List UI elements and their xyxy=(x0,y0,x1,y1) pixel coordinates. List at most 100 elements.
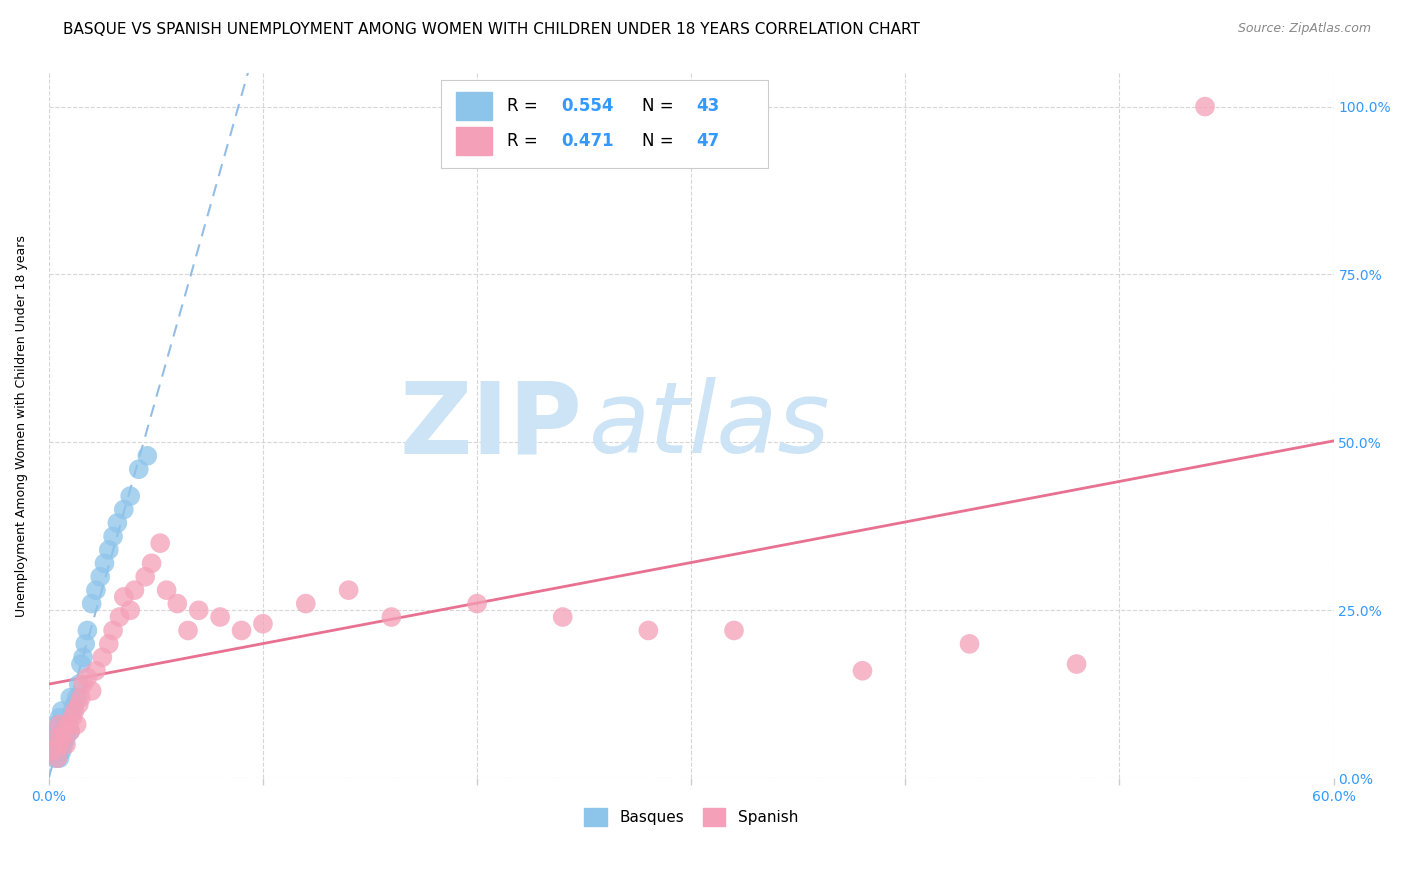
Point xyxy=(44,738,66,752)
Text: R =: R = xyxy=(508,132,544,151)
Point xyxy=(44,724,66,739)
Point xyxy=(60,711,83,725)
Point xyxy=(63,698,86,712)
Point xyxy=(723,624,745,638)
Point xyxy=(141,556,163,570)
Text: N =: N = xyxy=(643,97,679,115)
Point xyxy=(46,731,69,745)
Point xyxy=(93,556,115,570)
Point xyxy=(112,502,135,516)
Point xyxy=(67,677,90,691)
Point xyxy=(52,738,75,752)
Point xyxy=(51,704,73,718)
Point xyxy=(52,724,75,739)
Point xyxy=(72,650,94,665)
Point xyxy=(70,690,93,705)
Point xyxy=(70,657,93,671)
Bar xyxy=(456,92,492,120)
Point xyxy=(48,717,70,731)
Point xyxy=(84,664,107,678)
Point xyxy=(959,637,981,651)
Y-axis label: Unemployment Among Women with Children Under 18 years: Unemployment Among Women with Children U… xyxy=(15,235,28,616)
Point xyxy=(1066,657,1088,671)
Point xyxy=(76,624,98,638)
Point xyxy=(42,731,65,745)
Point xyxy=(124,583,146,598)
Point xyxy=(120,489,142,503)
Point xyxy=(84,583,107,598)
Text: Source: ZipAtlas.com: Source: ZipAtlas.com xyxy=(1237,22,1371,36)
Point xyxy=(46,751,69,765)
Text: N =: N = xyxy=(643,132,679,151)
Point xyxy=(48,731,70,745)
Text: R =: R = xyxy=(508,97,544,115)
Point xyxy=(48,711,70,725)
Point xyxy=(252,616,274,631)
FancyBboxPatch shape xyxy=(440,80,768,169)
Point xyxy=(851,664,873,678)
Point xyxy=(42,744,65,758)
Point xyxy=(120,603,142,617)
Point xyxy=(105,516,128,530)
Point xyxy=(136,449,159,463)
Point xyxy=(51,738,73,752)
Point xyxy=(89,570,111,584)
Point xyxy=(46,751,69,765)
Point xyxy=(380,610,402,624)
Point xyxy=(155,583,177,598)
Point xyxy=(231,624,253,638)
Point xyxy=(55,738,77,752)
Point xyxy=(101,529,124,543)
Point xyxy=(97,637,120,651)
Point xyxy=(112,590,135,604)
Point xyxy=(48,738,70,752)
Point xyxy=(66,690,89,705)
Point xyxy=(108,610,131,624)
Point xyxy=(48,744,70,758)
Point xyxy=(44,731,66,745)
Point xyxy=(46,744,69,758)
Point xyxy=(66,717,89,731)
Point xyxy=(75,637,97,651)
Point xyxy=(177,624,200,638)
Point xyxy=(46,717,69,731)
Point xyxy=(51,724,73,739)
Point xyxy=(80,684,103,698)
Text: BASQUE VS SPANISH UNEMPLOYMENT AMONG WOMEN WITH CHILDREN UNDER 18 YEARS CORRELAT: BASQUE VS SPANISH UNEMPLOYMENT AMONG WOM… xyxy=(63,22,920,37)
Point xyxy=(149,536,172,550)
Bar xyxy=(456,128,492,155)
Point xyxy=(76,671,98,685)
Legend: Basques, Spanish: Basques, Spanish xyxy=(576,800,806,834)
Point xyxy=(48,751,70,765)
Point xyxy=(60,704,83,718)
Point xyxy=(55,717,77,731)
Text: 0.471: 0.471 xyxy=(561,132,614,151)
Point xyxy=(56,717,79,731)
Point xyxy=(551,610,574,624)
Point xyxy=(91,650,114,665)
Point xyxy=(44,751,66,765)
Point xyxy=(67,698,90,712)
Point xyxy=(42,744,65,758)
Point xyxy=(209,610,232,624)
Point xyxy=(80,597,103,611)
Point xyxy=(101,624,124,638)
Point xyxy=(59,724,82,739)
Point xyxy=(637,624,659,638)
Text: atlas: atlas xyxy=(588,377,830,475)
Point xyxy=(465,597,488,611)
Text: 43: 43 xyxy=(696,97,720,115)
Point xyxy=(63,704,86,718)
Point xyxy=(51,744,73,758)
Point xyxy=(59,724,82,739)
Point xyxy=(51,731,73,745)
Point xyxy=(166,597,188,611)
Point xyxy=(337,583,360,598)
Point xyxy=(1194,99,1216,113)
Point xyxy=(134,570,156,584)
Point xyxy=(55,731,77,745)
Point xyxy=(59,690,82,705)
Point xyxy=(128,462,150,476)
Point xyxy=(294,597,316,611)
Point xyxy=(72,677,94,691)
